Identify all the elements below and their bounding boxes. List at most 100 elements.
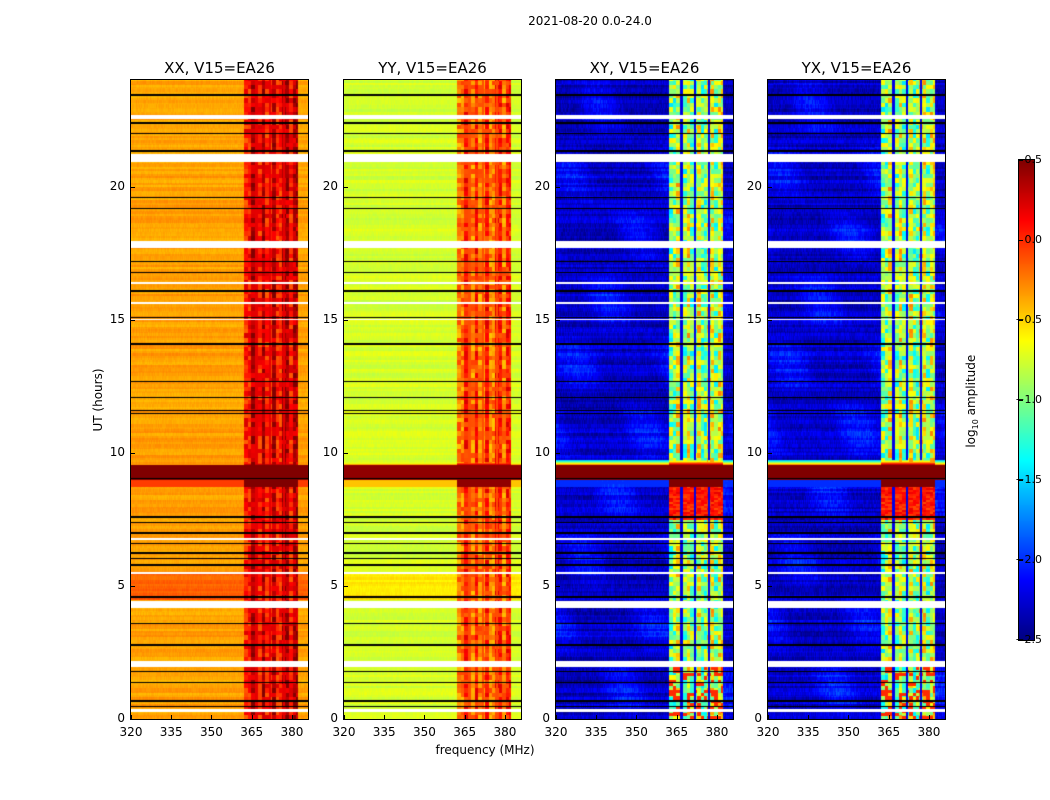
- y-tick-label: 10: [322, 444, 338, 459]
- y-tick-mark: [131, 719, 135, 720]
- y-tick-mark: [556, 452, 560, 454]
- colorbar-label: log10 amplitude: [964, 341, 980, 461]
- heatmap-image: [556, 80, 733, 719]
- x-tick-mark: [251, 715, 253, 719]
- colorbar-tick-mark: [1019, 560, 1023, 561]
- x-tick-mark: [928, 715, 930, 719]
- y-tick-label: 0: [330, 711, 338, 725]
- y-tick-label: 20: [746, 178, 762, 193]
- y-tick-label: 10: [534, 444, 550, 459]
- colorbar: [1018, 159, 1035, 641]
- y-tick-mark: [556, 319, 560, 321]
- x-tick-label: 365: [453, 725, 477, 739]
- x-axis-label: frequency (MHz): [435, 743, 535, 757]
- x-tick-mark: [888, 715, 890, 719]
- y-tick-label: 15: [109, 311, 125, 326]
- x-tick-mark: [171, 715, 173, 719]
- y-tick-mark: [344, 319, 348, 321]
- colorbar-label-main: log: [963, 429, 978, 448]
- y-tick-mark: [768, 319, 772, 321]
- x-tick-label: 365: [877, 725, 901, 739]
- x-tick-label: 335: [159, 725, 183, 739]
- y-tick-mark: [131, 452, 135, 454]
- colorbar-tick-mark: [1019, 160, 1023, 161]
- y-tick-mark: [131, 585, 135, 587]
- panel-title: XY, V15=EA26: [589, 59, 700, 77]
- x-tick-label: 365: [665, 725, 689, 739]
- x-tick-mark: [211, 715, 213, 719]
- y-tick-mark: [556, 585, 560, 587]
- x-tick-label: 380: [917, 725, 941, 739]
- y-tick-mark: [131, 186, 135, 188]
- y-tick-mark: [344, 719, 348, 720]
- colorbar-tick-label: −0.5: [1015, 313, 1042, 326]
- colorbar-label-rest: amplitude: [963, 354, 978, 420]
- x-tick-mark: [636, 715, 638, 719]
- colorbar-tick-mark: [1019, 640, 1023, 641]
- y-tick-mark: [556, 186, 560, 188]
- x-tick-label: 350: [413, 725, 436, 739]
- y-tick-label: 10: [746, 444, 762, 459]
- x-tick-mark: [768, 715, 769, 719]
- x-tick-label: 320: [544, 725, 568, 739]
- colorbar-tick-label: −2.0: [1015, 553, 1042, 566]
- x-tick-mark: [424, 715, 426, 719]
- y-tick-label: 20: [534, 178, 550, 193]
- y-tick-mark: [768, 719, 772, 720]
- y-tick-label: 5: [754, 577, 762, 592]
- y-tick-label: 5: [117, 577, 125, 592]
- heatmap-panel-yx: [767, 79, 946, 720]
- x-tick-mark: [848, 715, 850, 719]
- y-tick-label: 20: [322, 178, 338, 193]
- y-tick-mark: [344, 585, 348, 587]
- x-tick-label: 365: [240, 725, 264, 739]
- x-tick-label: 380: [493, 725, 517, 739]
- colorbar-tick-mark: [1019, 320, 1023, 321]
- heatmap-image: [131, 80, 308, 719]
- x-tick-label: 320: [119, 725, 143, 739]
- colorbar-label-sub: 10: [971, 419, 981, 430]
- x-tick-label: 320: [756, 725, 780, 739]
- x-tick-mark: [716, 715, 718, 719]
- x-tick-label: 350: [837, 725, 860, 739]
- x-tick-label: 335: [796, 725, 820, 739]
- figure-title: 2021-08-20 0.0-24.0: [528, 14, 652, 28]
- colorbar-tick-mark: [1019, 480, 1023, 481]
- x-tick-label: 335: [584, 725, 608, 739]
- heatmap-image: [344, 80, 521, 719]
- colorbar-tick-label: −1.0: [1015, 393, 1042, 406]
- y-tick-label: 15: [746, 311, 762, 326]
- x-tick-label: 320: [332, 725, 356, 739]
- x-tick-mark: [291, 715, 293, 719]
- y-tick-mark: [768, 585, 772, 587]
- panel-title: XX, V15=EA26: [164, 59, 275, 77]
- y-tick-label: 10: [109, 444, 125, 459]
- y-tick-mark: [344, 186, 348, 188]
- colorbar-tick-mark: [1019, 400, 1023, 401]
- y-tick-label: 15: [534, 311, 550, 326]
- y-tick-label: 0: [542, 711, 550, 725]
- y-axis-label: UT (hours): [91, 368, 105, 432]
- panel-title: YY, V15=EA26: [378, 59, 487, 77]
- y-tick-mark: [768, 452, 772, 454]
- heatmap-image: [768, 80, 945, 719]
- heatmap-panel-xy: [555, 79, 734, 720]
- x-tick-mark: [131, 715, 132, 719]
- y-tick-mark: [344, 452, 348, 454]
- x-tick-mark: [464, 715, 466, 719]
- colorbar-tick-label: −2.5: [1015, 633, 1042, 646]
- x-tick-label: 350: [625, 725, 648, 739]
- y-tick-mark: [556, 719, 560, 720]
- y-tick-label: 0: [117, 711, 125, 725]
- x-tick-mark: [808, 715, 810, 719]
- x-tick-mark: [384, 715, 386, 719]
- x-tick-label: 380: [280, 725, 304, 739]
- x-tick-mark: [556, 715, 557, 719]
- y-tick-label: 5: [330, 577, 338, 592]
- x-tick-label: 380: [705, 725, 729, 739]
- colorbar-tick-label: 0.0: [1024, 233, 1043, 246]
- heatmap-panel-yy: [343, 79, 522, 720]
- y-tick-label: 15: [322, 311, 338, 326]
- x-tick-mark: [504, 715, 506, 719]
